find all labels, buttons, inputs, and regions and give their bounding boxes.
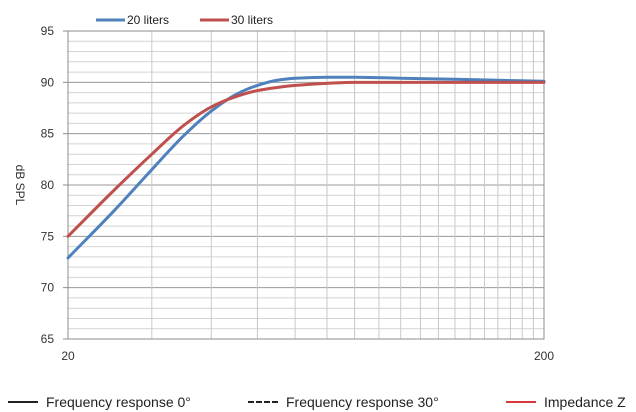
footer-legend-label: Frequency response 30° bbox=[286, 394, 439, 410]
footer-legend-impedance: Impedance Z bbox=[506, 392, 626, 412]
series-line-30-liters bbox=[66, 80, 546, 238]
impedance-line-swatch bbox=[506, 401, 536, 403]
series-line-20-liters bbox=[66, 75, 546, 260]
footer-legend-frequency-0: Frequency response 0° bbox=[8, 392, 191, 412]
footer-legend-label: Frequency response 0° bbox=[46, 394, 191, 410]
y-tick-label: 70 bbox=[41, 281, 55, 295]
solid-line-swatch bbox=[8, 401, 38, 403]
legend-label: 20 liters bbox=[127, 13, 169, 27]
series-group bbox=[66, 75, 546, 260]
y-tick-label: 85 bbox=[41, 127, 55, 141]
y-tick-label: 65 bbox=[41, 332, 55, 346]
grid bbox=[68, 31, 544, 339]
x-tick-label: 200 bbox=[534, 349, 554, 363]
footer-legend-frequency-30: Frequency response 30° bbox=[248, 392, 439, 412]
x-tick-label: 20 bbox=[61, 349, 75, 363]
footer-legend-label: Impedance Z bbox=[544, 394, 626, 410]
frequency-response-chart: 65 70 75 80 85 90 95 20 200 dB SPL 20 liters 30 … bbox=[13, 13, 554, 363]
y-axis-label: dB SPL bbox=[13, 165, 27, 206]
legend: 20 liters 30 liters bbox=[96, 13, 273, 27]
dashed-line-swatch bbox=[248, 401, 278, 403]
y-tick-label: 95 bbox=[41, 24, 55, 38]
y-axis-ticks: 65 70 75 80 85 90 95 bbox=[41, 24, 68, 346]
x-axis-ticks: 20 200 bbox=[61, 349, 554, 363]
y-tick-label: 90 bbox=[41, 75, 55, 89]
legend-label: 30 liters bbox=[231, 13, 273, 27]
y-tick-label: 80 bbox=[41, 178, 55, 192]
y-tick-label: 75 bbox=[41, 229, 55, 243]
